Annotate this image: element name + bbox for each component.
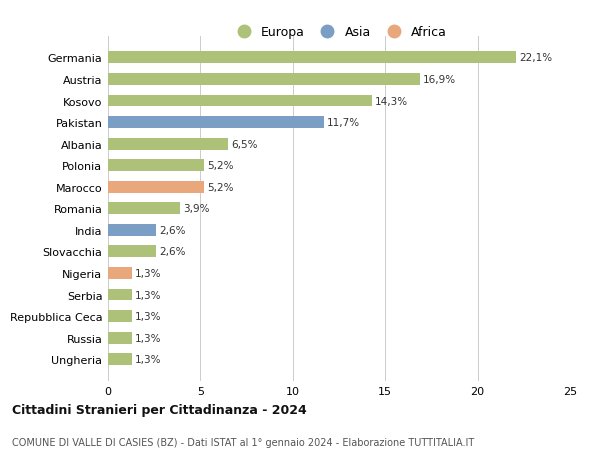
Bar xyxy=(108,268,132,279)
Text: 1,3%: 1,3% xyxy=(135,311,161,321)
Bar xyxy=(108,52,517,64)
Text: 1,3%: 1,3% xyxy=(135,290,161,300)
Bar xyxy=(108,160,204,172)
Bar xyxy=(108,203,180,215)
Text: 5,2%: 5,2% xyxy=(207,161,233,171)
Text: 16,9%: 16,9% xyxy=(423,75,456,85)
Text: 1,3%: 1,3% xyxy=(135,333,161,343)
Bar xyxy=(108,224,156,236)
Text: 6,5%: 6,5% xyxy=(231,140,257,149)
Text: 3,9%: 3,9% xyxy=(183,204,209,214)
Text: 1,3%: 1,3% xyxy=(135,269,161,278)
Bar xyxy=(108,181,204,193)
Bar xyxy=(108,310,132,322)
Bar xyxy=(108,139,228,150)
Text: 22,1%: 22,1% xyxy=(519,53,553,63)
Text: 1,3%: 1,3% xyxy=(135,354,161,364)
Bar xyxy=(108,289,132,301)
Text: 2,6%: 2,6% xyxy=(159,247,185,257)
Text: 2,6%: 2,6% xyxy=(159,225,185,235)
Bar xyxy=(108,332,132,344)
Bar xyxy=(108,117,324,129)
Bar xyxy=(108,74,421,86)
Bar xyxy=(108,95,372,107)
Text: 5,2%: 5,2% xyxy=(207,182,233,192)
Bar xyxy=(108,246,156,258)
Legend: Europa, Asia, Africa: Europa, Asia, Africa xyxy=(227,22,451,43)
Text: COMUNE DI VALLE DI CASIES (BZ) - Dati ISTAT al 1° gennaio 2024 - Elaborazione TU: COMUNE DI VALLE DI CASIES (BZ) - Dati IS… xyxy=(12,437,474,447)
Text: 14,3%: 14,3% xyxy=(375,96,408,106)
Text: 11,7%: 11,7% xyxy=(327,118,360,128)
Text: Cittadini Stranieri per Cittadinanza - 2024: Cittadini Stranieri per Cittadinanza - 2… xyxy=(12,403,307,416)
Bar xyxy=(108,353,132,365)
